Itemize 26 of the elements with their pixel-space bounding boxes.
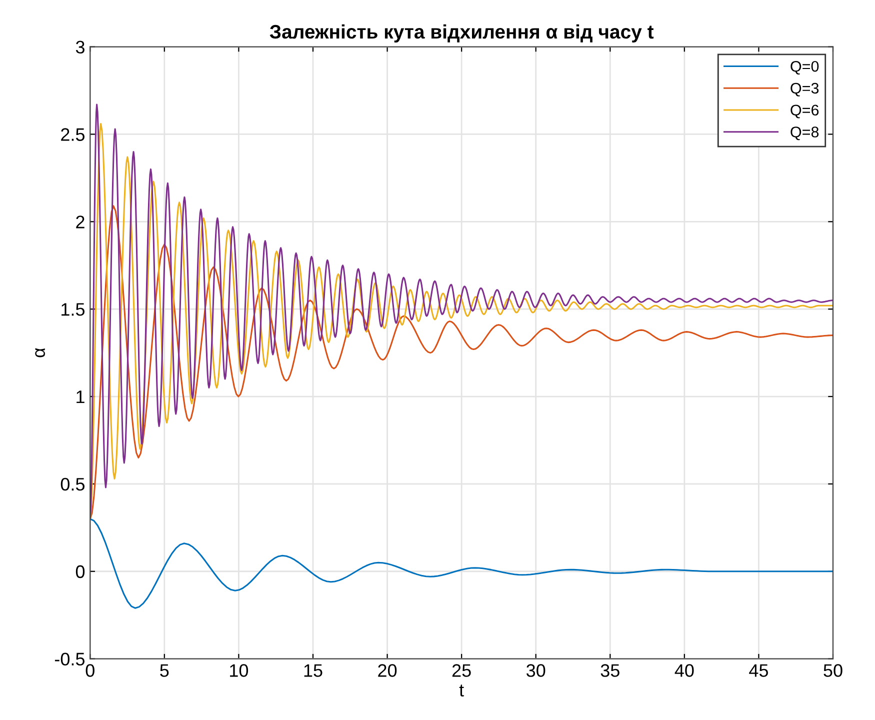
- x-tick-label: 0: [86, 664, 94, 677]
- y-tick-label: -0.5: [54, 652, 85, 666]
- x-tick-label: 15: [304, 664, 322, 677]
- x-tick-label: 10: [230, 664, 248, 677]
- x-axis-title: t: [459, 684, 464, 696]
- legend-label: Q=8: [790, 126, 819, 140]
- chart-title: Залежність кута відхилення α від часу t: [270, 24, 654, 42]
- x-tick-label: 5: [160, 664, 169, 677]
- y-tick-label: 1: [76, 390, 84, 404]
- x-tick-label: 20: [378, 664, 397, 677]
- x-tick-label: 50: [824, 664, 842, 677]
- legend-label: Q=0: [790, 60, 819, 75]
- x-tick-label: 30: [526, 664, 546, 677]
- y-tick-label: 2: [76, 216, 84, 228]
- x-tick-label: 35: [600, 664, 620, 677]
- legend-label: Q=3: [790, 82, 819, 96]
- x-tick-label: 40: [674, 664, 694, 677]
- x-tick-label: 25: [452, 664, 471, 677]
- y-axis-title: α: [35, 348, 46, 358]
- legend-label: Q=6: [790, 104, 819, 118]
- y-tick-label: 0: [76, 565, 85, 578]
- y-tick-label: 2.5: [61, 128, 85, 141]
- y-tick-label: 1.5: [62, 303, 85, 316]
- y-tick-label: 3: [76, 40, 84, 54]
- x-tick-label: 45: [749, 664, 768, 677]
- y-tick-label: 0.5: [60, 478, 85, 491]
